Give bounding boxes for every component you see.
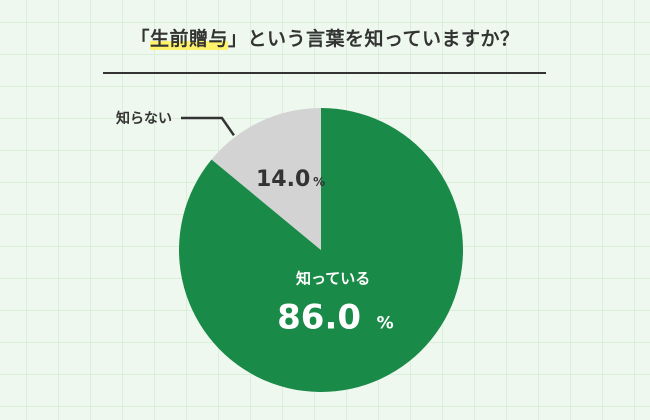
slice-unit-0: % bbox=[377, 314, 394, 334]
slice-value-0: 86.0 bbox=[277, 298, 361, 338]
title-rest: という言葉を知っていますか？ bbox=[247, 28, 520, 50]
chart-title: 「生前贈与」という言葉を知っていますか？ bbox=[130, 24, 519, 51]
pie-slice-0 bbox=[179, 108, 464, 393]
title-highlight: 生前贈与 bbox=[149, 28, 228, 50]
slice-value-1: 14.0 bbox=[256, 167, 310, 192]
chart-title-wrap: 「生前贈与」という言葉を知っていますか？ bbox=[0, 24, 650, 51]
title-close-bracket: 」 bbox=[227, 28, 248, 50]
slice-label-1: 知らない bbox=[116, 110, 172, 127]
slice-unit-1: % bbox=[313, 175, 325, 189]
title-open-bracket: 「 bbox=[130, 28, 150, 50]
pie-slice-1 bbox=[211, 108, 321, 250]
slice-label-0: 知っている bbox=[296, 270, 370, 288]
title-underline bbox=[103, 72, 546, 74]
leader-line-1 bbox=[181, 116, 235, 137]
